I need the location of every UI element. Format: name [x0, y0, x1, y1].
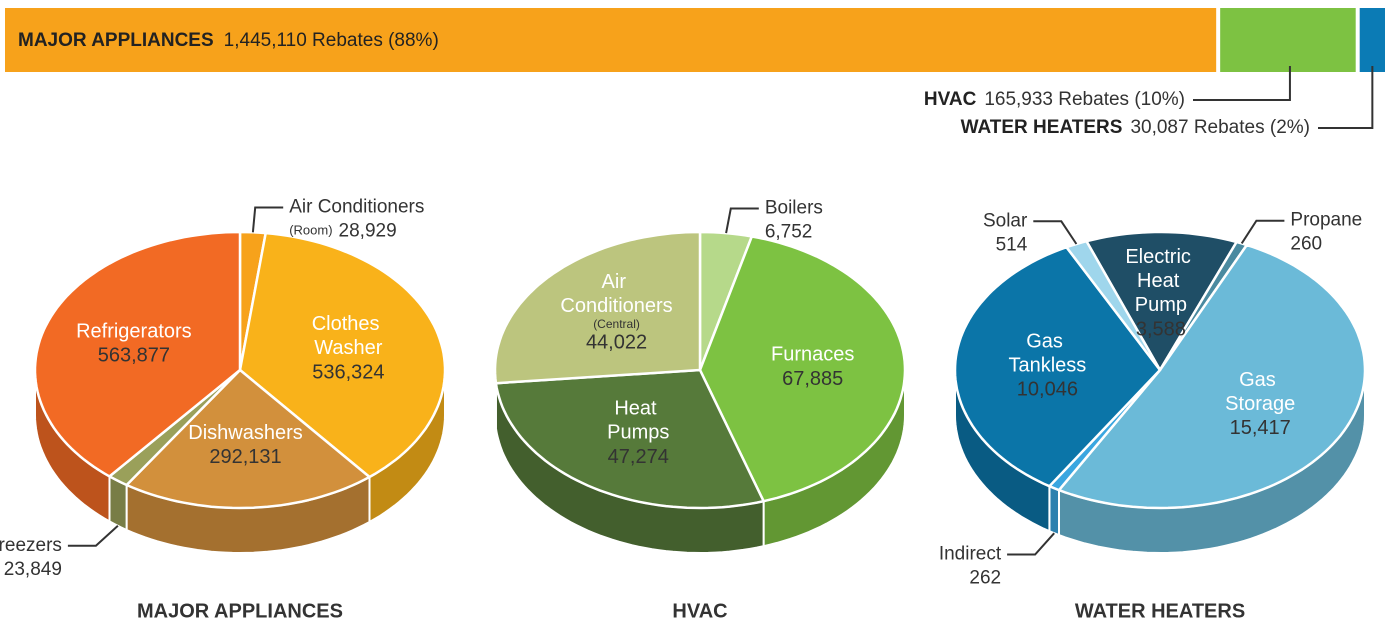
slice-label-line: Gas [1026, 331, 1068, 353]
pie-slice [493, 230, 702, 385]
slice-value: 15,417 [1230, 417, 1291, 439]
bar-label: MAJOR APPLIANCES 1,445,110 Rebates (88%) [18, 30, 439, 51]
slice-label: Air Conditioners [289, 196, 424, 217]
slice-label: Gas Tankless [1008, 331, 1086, 377]
leader-line [1318, 66, 1374, 129]
slice-label-line: Pump [1135, 294, 1187, 316]
slice-label: Boilers [765, 198, 823, 219]
slice-label-line: Refrigerators [76, 321, 192, 343]
slice-label: Clothes Washer [312, 313, 385, 359]
slice-label-line: Pumps [607, 422, 669, 444]
slice-value: 44,022 [586, 331, 647, 353]
slice-label: Air Conditioners [560, 271, 672, 317]
slice-value: 10,046 [1017, 379, 1078, 401]
slice-value-line: (Room) 28,929 [289, 220, 396, 241]
pie-slice [238, 231, 447, 479]
chart-title: WATER HEATERS [1075, 600, 1245, 622]
chart-title: HVAC [672, 600, 727, 622]
slice-label: Freezers [0, 535, 62, 556]
pie-slice [698, 235, 907, 503]
slice-label-line: Heat [1137, 270, 1185, 292]
series-name: WATER HEATERS [961, 117, 1123, 138]
pie-slice [494, 368, 765, 510]
slice-label-line: Clothes [312, 313, 385, 335]
slice-value: 262 [969, 567, 1001, 588]
leader-line [1193, 66, 1291, 101]
slice-value: 3,588 [1136, 318, 1186, 340]
slice-label-line: Storage [1225, 393, 1295, 415]
slice-label: Indirect [939, 543, 1002, 564]
slice-value: 6,752 [765, 222, 813, 243]
bar-label: WATER HEATERS 30,087 Rebates (2%) [961, 117, 1310, 138]
slice-value: 536,324 [312, 361, 384, 383]
bar-label: HVAC 165,933 Rebates (10%) [924, 89, 1185, 110]
leader-line [67, 525, 119, 547]
slice-label-line: Air [602, 271, 632, 293]
pie-slice [1057, 243, 1367, 510]
slice-label-line: Gas [1239, 369, 1281, 391]
pie-side [1048, 484, 1060, 537]
slice-value: 47,274 [608, 446, 669, 468]
pie-slice [1085, 230, 1238, 372]
slice-label: Electric Heat Pump [1125, 246, 1196, 316]
slice-value: 23,849 [4, 559, 62, 580]
slice-label: Propane [1290, 210, 1362, 231]
slice-sublabel: (Room) [289, 223, 332, 238]
slice-label-line: Tankless [1008, 355, 1086, 377]
bar-segment [5, 8, 1217, 72]
slice-value-line: 23,849 [4, 559, 62, 580]
pie-slice [125, 368, 371, 510]
slice-value: 260 [1290, 234, 1322, 255]
bar-segment [1220, 8, 1356, 72]
slice-value-line: 260 [1290, 234, 1322, 255]
slice-value: 28,929 [339, 220, 397, 241]
bar-segment [1359, 8, 1385, 72]
slice-label: Refrigerators [76, 321, 192, 343]
slice-label-line: Heat [614, 398, 662, 420]
slice-label-line: Washer [314, 337, 383, 359]
slice-label: Dishwashers [188, 422, 302, 444]
slice-value: 563,877 [98, 345, 170, 367]
leader-line [725, 207, 759, 234]
slice-value: 514 [996, 234, 1028, 255]
slice-sublabel: (Central) [593, 317, 640, 331]
series-name: HVAC [924, 89, 977, 110]
pie-slice [953, 245, 1162, 488]
slice-label-line: Conditioners [560, 295, 672, 317]
leader-line [1240, 219, 1285, 244]
series-name: MAJOR APPLIANCES [18, 30, 214, 51]
slice-value-line: 514 [996, 234, 1028, 255]
slice-label: Furnaces [771, 344, 854, 366]
slice-value: 67,885 [782, 368, 843, 390]
slice-label-line: Dishwashers [188, 422, 302, 444]
slice-label: Gas Storage [1225, 369, 1295, 415]
slice-label-line: Furnaces [771, 344, 854, 366]
slice-value: 292,131 [209, 446, 281, 468]
value-label: 1,445,110 Rebates (88%) [224, 30, 439, 51]
slice-label: Heat Pumps [607, 398, 669, 444]
leader-line [251, 206, 284, 233]
slice-value-line: 262 [969, 567, 1001, 588]
slice-label-line: Electric [1125, 246, 1196, 268]
chart-title: MAJOR APPLIANCES [137, 600, 343, 622]
leader-line [1007, 532, 1055, 556]
slice-value-line: 6,752 [765, 222, 813, 243]
leader-line [1033, 220, 1078, 245]
value-label: 30,087 Rebates (2%) [1130, 117, 1310, 138]
pie-slice [33, 230, 242, 478]
slice-label: Solar [983, 210, 1028, 231]
value-label: 165,933 Rebates (10%) [984, 89, 1185, 110]
